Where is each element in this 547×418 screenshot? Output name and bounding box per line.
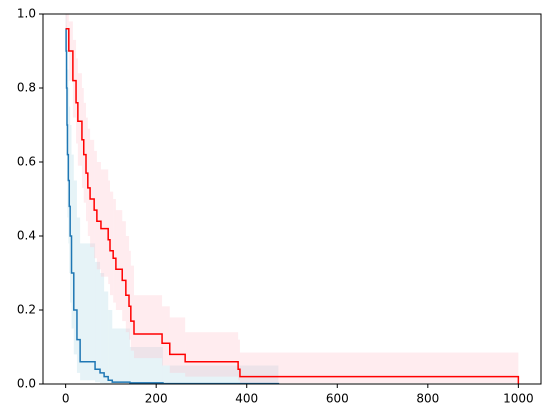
y-tick-label: 0.6 [17, 155, 36, 169]
x-tick-label: 800 [416, 392, 439, 406]
confidence-band [122, 221, 126, 322]
confidence-band [81, 88, 84, 188]
confidence-band [90, 139, 95, 248]
confidence-band [115, 210, 123, 310]
confidence-band [77, 73, 82, 166]
confidence-band [108, 180, 111, 285]
confidence-band [87, 128, 91, 236]
confidence-band [162, 365, 279, 384]
confidence-band [76, 58, 78, 144]
axes: 0 200 400 600 800 1000 0.0 0.2 0.4 0.6 0.8 1.0 [17, 7, 534, 406]
confidence-band [125, 236, 130, 333]
confidence-band [95, 261, 101, 383]
confidence-band [239, 352, 519, 383]
confidence-band [238, 339, 240, 381]
confidence-band [73, 180, 77, 355]
confidence-band [100, 169, 109, 277]
x-tick-label: 1000 [503, 392, 534, 406]
confidence-band [71, 154, 74, 329]
y-tick-label: 0.2 [17, 303, 36, 317]
confidence-band [113, 199, 116, 303]
confidence-band [112, 328, 130, 384]
confidence-band [86, 117, 88, 222]
y-tick-label: 0.4 [17, 229, 36, 243]
confidence-band [169, 317, 186, 373]
confidence-band [100, 273, 105, 384]
confidence-band [96, 162, 101, 270]
confidence-band [133, 295, 163, 359]
confidence-band [80, 243, 96, 381]
confidence-band [185, 332, 239, 377]
x-tick-label: 400 [235, 392, 258, 406]
y-tick-label: 0.8 [17, 81, 36, 95]
confidence-band [76, 217, 81, 373]
confidence-band [83, 102, 87, 203]
confidence-band [162, 306, 170, 366]
confidence-band [129, 250, 131, 340]
x-tick-label: 0 [62, 392, 70, 406]
lines [65, 28, 520, 385]
survival-curve [65, 28, 280, 385]
confidence-band [110, 191, 114, 296]
x-tick-label: 200 [145, 392, 168, 406]
confidence-band [130, 265, 134, 351]
x-tick-label: 600 [326, 392, 349, 406]
confidence-band [108, 310, 113, 384]
confidence-band [65, 14, 69, 51]
survival-curve [65, 28, 520, 384]
y-tick-label: 1.0 [17, 7, 36, 21]
confidence-band [94, 150, 97, 259]
axes-frame [42, 13, 542, 385]
confidence-band [129, 347, 163, 384]
confidence-band [104, 291, 109, 384]
confidence-band [72, 39, 77, 118]
y-tick-label: 0.0 [17, 377, 36, 391]
